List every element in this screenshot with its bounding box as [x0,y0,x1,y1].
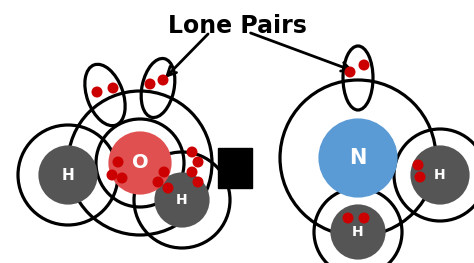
Circle shape [192,176,203,188]
Circle shape [412,159,423,170]
Circle shape [156,174,208,226]
Text: H: H [352,225,364,239]
Circle shape [414,171,426,183]
Circle shape [358,59,370,70]
Circle shape [91,87,102,98]
Text: N: N [349,148,367,168]
Text: H: H [176,193,188,207]
Circle shape [192,156,203,168]
Circle shape [320,120,396,196]
Circle shape [332,206,384,258]
Circle shape [345,67,356,78]
Circle shape [117,173,128,184]
Circle shape [163,183,173,194]
Circle shape [110,133,170,193]
Circle shape [153,176,164,188]
Circle shape [186,166,198,178]
Circle shape [343,213,354,224]
Text: Lone Pairs: Lone Pairs [168,14,306,38]
Text: H: H [434,168,446,182]
Bar [218,148,252,188]
Circle shape [158,166,170,178]
Circle shape [107,169,118,180]
Circle shape [412,147,468,203]
Circle shape [358,213,370,224]
Circle shape [108,83,118,94]
Text: H: H [62,168,74,183]
Circle shape [145,78,155,89]
Circle shape [112,156,124,168]
Circle shape [157,74,168,85]
Circle shape [40,147,96,203]
Circle shape [186,146,198,158]
Text: O: O [132,154,148,173]
